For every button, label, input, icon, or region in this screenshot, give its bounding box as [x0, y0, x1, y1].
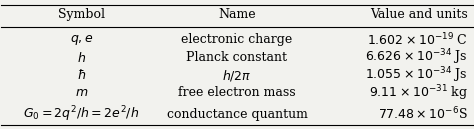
Text: Symbol: Symbol	[58, 8, 105, 21]
Text: $6.626\times10^{-34}$ Js: $6.626\times10^{-34}$ Js	[365, 48, 468, 67]
Text: conductance quantum: conductance quantum	[166, 108, 308, 121]
Text: $G_0 = 2q^2/h = 2e^2/h$: $G_0 = 2q^2/h = 2e^2/h$	[23, 105, 140, 124]
Text: Value and units: Value and units	[370, 8, 468, 21]
Text: $1.055\times10^{-34}$ Js: $1.055\times10^{-34}$ Js	[365, 65, 468, 85]
Text: $9.11\times10^{-31}$ kg: $9.11\times10^{-31}$ kg	[369, 83, 468, 103]
Text: $77.48\times10^{-6}$S: $77.48\times10^{-6}$S	[378, 106, 468, 123]
Text: $h$: $h$	[77, 51, 86, 64]
Text: $h/2\pi$: $h/2\pi$	[222, 68, 252, 83]
Text: $\hbar$: $\hbar$	[77, 68, 86, 82]
Text: electronic charge: electronic charge	[182, 33, 292, 46]
Text: $q, e$: $q, e$	[70, 33, 93, 47]
Text: $m$: $m$	[75, 86, 88, 99]
Text: $1.602\times10^{-19}$ C: $1.602\times10^{-19}$ C	[367, 32, 468, 48]
Text: Name: Name	[218, 8, 256, 21]
Text: free electron mass: free electron mass	[178, 86, 296, 99]
Text: Planck constant: Planck constant	[186, 51, 288, 64]
